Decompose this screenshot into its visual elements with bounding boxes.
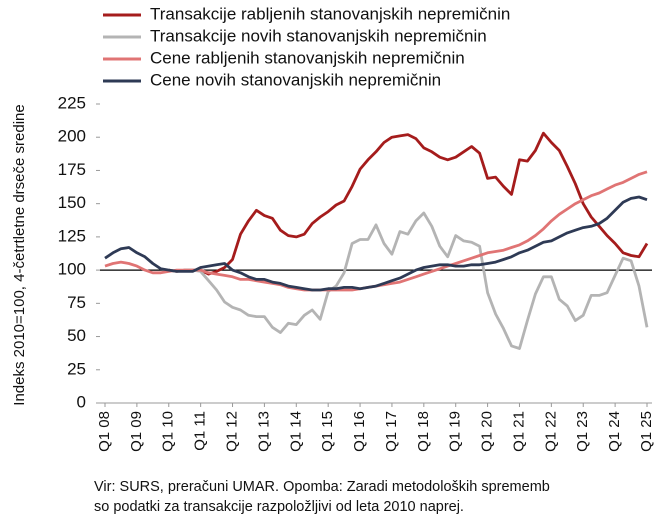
x-tick-label: Q1 23 (574, 411, 591, 452)
x-tick-label: Q1 15 (319, 411, 336, 452)
x-tick-label: Q1 16 (351, 411, 368, 452)
x-tick-label: Q1 08 (96, 411, 113, 452)
legend-label: Transakcije novih stanovanjskih nepremič… (150, 26, 487, 45)
x-tick-label: Q1 09 (128, 411, 145, 452)
x-tick-label: Q1 18 (415, 411, 432, 452)
y-tick-label: 0 (77, 392, 86, 411)
series-line (104, 195, 648, 292)
legend-label: Cene rabljenih stanovanjskih nepremičnin (150, 48, 465, 67)
y-axis-label: Indeks 2010=100, 4-četrtletne drseče sre… (11, 104, 28, 405)
x-tick-label: Q1 25 (638, 411, 655, 452)
x-tick-label: Q1 22 (542, 411, 559, 452)
legend-label: Cene novih stanovanjskih nepremičnin (150, 70, 441, 89)
x-tick-label: Q1 17 (383, 411, 400, 452)
legend-label: Transakcije rabljenih stanovanjskih nepr… (150, 4, 510, 23)
x-tick-label: Q1 12 (223, 411, 240, 452)
x-tick-label: Q1 13 (255, 411, 272, 452)
x-tick-label: Q1 11 (192, 411, 209, 451)
x-tick-label: Q1 20 (479, 411, 496, 452)
y-tick-label: 225 (58, 93, 86, 112)
x-tick-label: Q1 21 (510, 411, 527, 452)
y-tick-label: 125 (58, 226, 86, 245)
x-tick-label: Q1 24 (606, 411, 623, 452)
y-tick-label: 50 (67, 326, 86, 345)
y-tick-label: 175 (58, 160, 86, 179)
series-line (168, 131, 649, 276)
note: so podatki za transakcije razpoložljivi … (94, 499, 464, 515)
y-tick-label: 150 (58, 193, 86, 212)
x-tick-label: Q1 10 (160, 411, 177, 452)
y-tick-label: 200 (58, 127, 86, 146)
series-line (168, 211, 649, 350)
y-tick-label: 75 (67, 293, 86, 312)
x-tick-label: Q1 19 (447, 411, 464, 452)
y-tick-label: 100 (58, 260, 86, 279)
note: Vir: SURS, preračuni UMAR. Opomba: Zarad… (94, 479, 550, 495)
y-tick-label: 25 (67, 359, 86, 378)
x-tick-label: Q1 14 (287, 411, 304, 452)
